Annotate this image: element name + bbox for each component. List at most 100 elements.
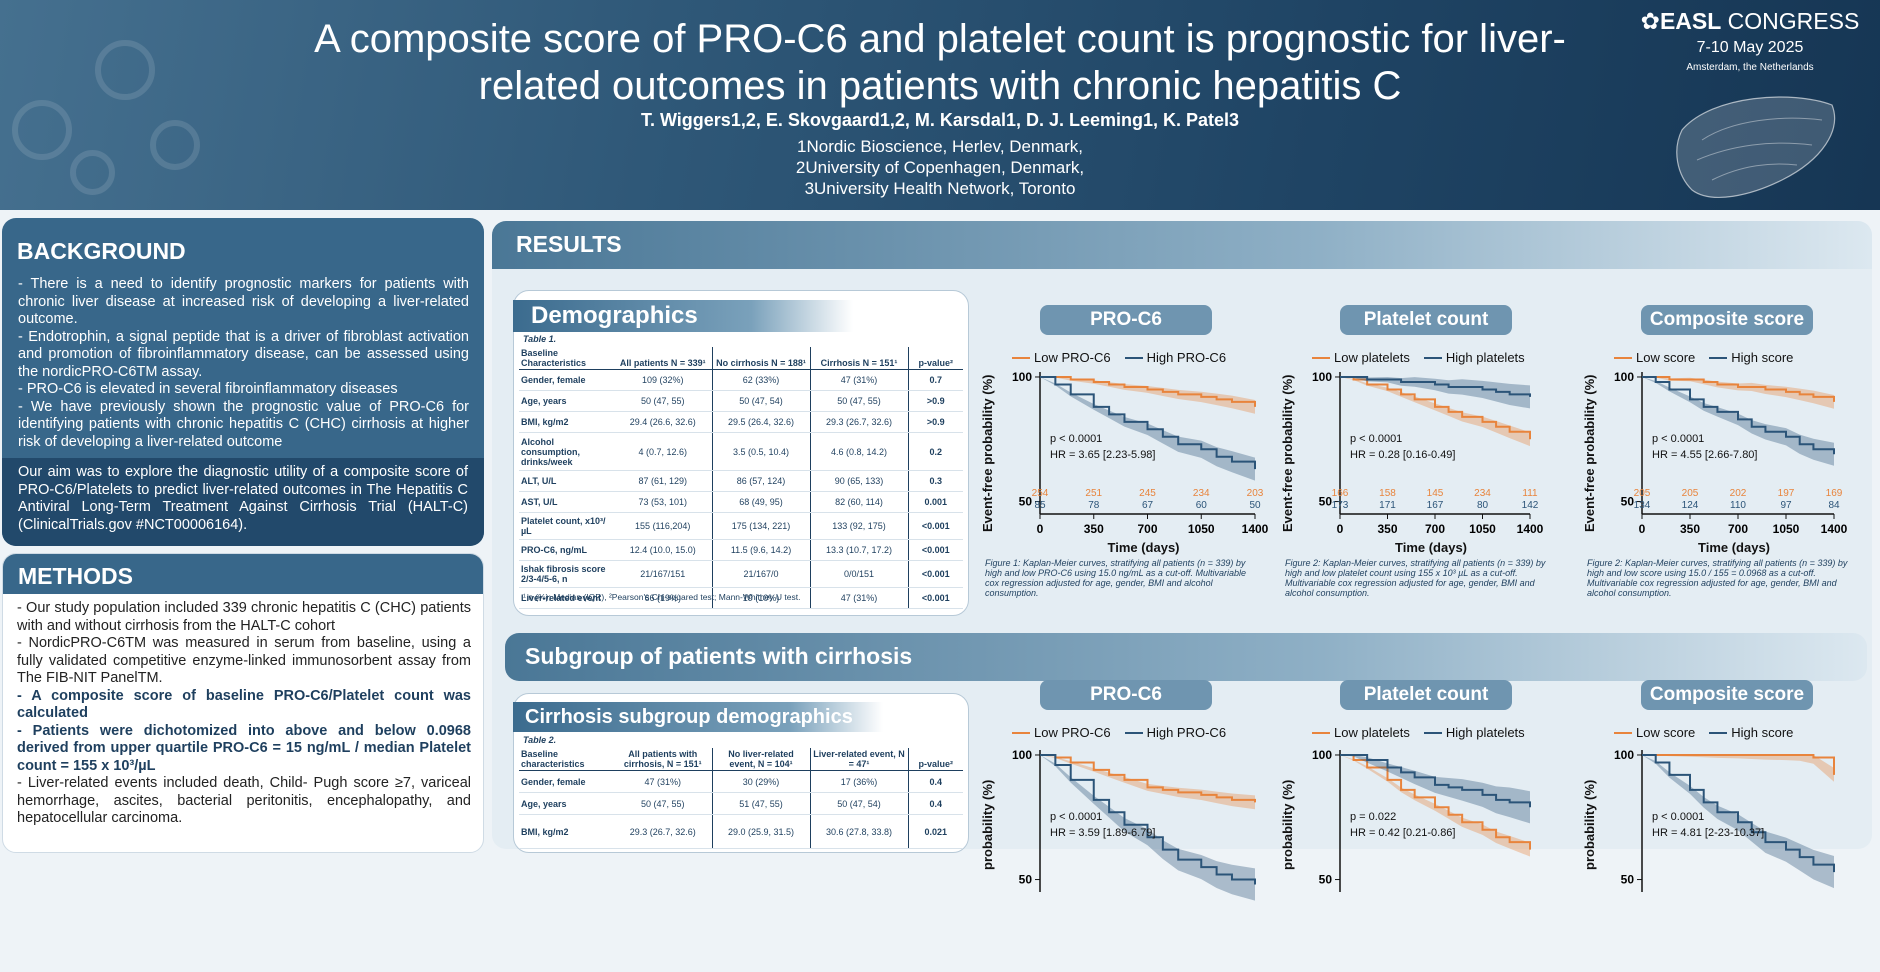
table-header-cell: No liver-related event, N = 104¹ <box>712 748 811 771</box>
x-tick-label: 1050 <box>1188 522 1215 536</box>
survival-curve <box>1340 375 1531 440</box>
methods-paragraph: - Patients were dichotomized into above … <box>17 722 471 774</box>
km-plot: 50 100 p < 0.0001 HR = 3.65 [2.23-5.98] 2548… <box>1012 370 1269 536</box>
table-cell: 50 (47, 54) <box>712 390 811 412</box>
legend-item: High platelets <box>1423 725 1525 740</box>
legend-label: High PRO-C6 <box>1146 350 1227 365</box>
stat-annotation: HR = 3.59 [1.89-6.79] <box>1050 827 1155 839</box>
legend-swatch <box>1423 356 1442 359</box>
poster-title: A composite score of PRO-C6 and platelet… <box>314 17 1566 108</box>
chart-legend: Low score High score <box>1614 725 1807 740</box>
y-tick-label: 50 <box>1319 495 1333 509</box>
at-risk-low: 202 <box>1730 488 1747 499</box>
legend-item: Low platelets <box>1312 725 1410 740</box>
confidence-band <box>1040 376 1255 414</box>
x-tick-label: 1050 <box>1773 522 1800 536</box>
results-banner: RESULTS <box>492 221 1872 269</box>
legend-swatch <box>1012 356 1030 359</box>
row-label: AST, U/L <box>519 491 614 513</box>
row-label: Liver-related event <box>519 587 614 609</box>
legend-swatch <box>1709 356 1728 359</box>
legend-item: Low PRO-C6 <box>1012 725 1111 740</box>
table-cell: <0.001 <box>908 539 963 561</box>
x-tick-label: 700 <box>1728 522 1748 536</box>
demographics-heading: Demographics <box>513 300 853 332</box>
legend-label: Low PRO-C6 <box>1034 350 1111 365</box>
at-risk-high: 173 <box>1332 500 1349 511</box>
table-cell: 47 (31%) <box>810 369 909 391</box>
at-risk-low: 251 <box>1085 488 1102 499</box>
table-cell: 50 (47, 54) <box>810 792 909 815</box>
y-tick-label: 100 <box>1012 370 1032 384</box>
table-cell: 3.5 (0.5, 10.4) <box>712 432 811 471</box>
table-cell: 66 (19%) <box>614 587 713 609</box>
legend-label: Low platelets <box>1334 725 1410 740</box>
legend-item: High PRO-C6 <box>1124 725 1227 740</box>
table-cell: 50 (47, 55) <box>614 390 713 412</box>
at-risk-high: 80 <box>1477 500 1489 511</box>
survival-curve <box>1642 375 1835 455</box>
survival-curve <box>1340 375 1531 397</box>
legend-item: Low platelets <box>1312 350 1410 365</box>
stat-annotation: p < 0.0001 <box>1050 811 1102 823</box>
liver-icon <box>1676 96 1836 198</box>
table-caption: Table 2. <box>523 735 557 745</box>
stat-annotation: p < 0.0001 <box>1350 433 1402 445</box>
table-cell: 29.3 (26.7, 32.6) <box>810 411 909 433</box>
row-label: Platelet count, x10³/µL <box>519 512 614 540</box>
table-header-cell: Baseline Characteristics <box>519 347 614 370</box>
table-header-cell: No cirrhosis N = 188¹ <box>712 347 811 370</box>
background-section: BACKGROUND - There is a need to identify… <box>2 218 484 546</box>
stat-annotation: p < 0.0001 <box>1652 433 1704 445</box>
cirrhosis-demographics-table: Baseline characteristics All patients wit… <box>519 748 963 849</box>
table-header-cell: p-value² <box>908 347 963 370</box>
x-axis-label: Time (days) <box>1107 540 1180 555</box>
table-cell: 68 (49, 95) <box>712 491 811 513</box>
table-cell: 90 (65, 133) <box>810 470 909 492</box>
table-cell: 82 (60, 114) <box>810 491 909 513</box>
x-tick-label: 350 <box>1084 522 1104 536</box>
at-risk-high: 85 <box>1034 500 1046 511</box>
row-label: PRO-C6, ng/mL <box>519 539 614 561</box>
table-cell: 0/0/151 <box>810 560 909 588</box>
table-cell: 21/167/151 <box>614 560 713 588</box>
y-axis-label: probability (%) <box>1582 779 1597 870</box>
survival-curve <box>1340 753 1531 850</box>
at-risk-low: 205 <box>1682 488 1699 499</box>
authors: T. Wiggers1,2, E. Skovgaard1,2, M. Karsd… <box>640 110 1240 130</box>
table-cell: 4.6 (0.8, 14.2) <box>810 432 909 471</box>
molecule-decoration <box>70 150 115 195</box>
affiliation: 3University Health Network, Toronto <box>804 179 1076 198</box>
table-row: BMI, kg/m2 29.3 (26.7, 32.6) 29.0 (25.9, 3… <box>519 814 963 849</box>
congress-location: Amsterdam, the Netherlands <box>1686 62 1814 73</box>
legend-label: High PRO-C6 <box>1146 725 1227 740</box>
table-row: Platelet count, x10³/µL 155 (116,204) 175 … <box>519 512 963 540</box>
methods-heading: METHODS <box>3 554 483 594</box>
at-risk-low: 111 <box>1522 488 1538 499</box>
table-cell: <0.001 <box>908 512 963 540</box>
x-tick-label: 1400 <box>1517 522 1544 536</box>
at-risk-high: 167 <box>1427 500 1444 511</box>
survival-curve <box>1340 753 1531 808</box>
table-cell: 0.4 <box>908 770 963 793</box>
table-cell: 47 (31%) <box>810 587 909 609</box>
at-risk-high: 78 <box>1088 500 1100 511</box>
methods-paragraph: - Liver-related events included death, C… <box>17 775 471 826</box>
stat-annotation: HR = 3.65 [2.23-5.98] <box>1050 449 1155 461</box>
legend-label: High platelets <box>1445 350 1525 365</box>
x-tick-label: 350 <box>1377 522 1397 536</box>
at-risk-high: 142 <box>1522 500 1539 511</box>
legend-swatch <box>1012 731 1030 734</box>
y-axis-label: probability (%) <box>1280 779 1295 870</box>
legend-label: High platelets <box>1445 725 1525 740</box>
row-label: Age, years <box>519 390 614 412</box>
table-cell: 86 (57, 124) <box>712 470 811 492</box>
table-footnote: ¹ n (%); Median (IQR), ²Pearson's Chi-sq… <box>523 592 801 602</box>
legend-swatch <box>1423 731 1442 734</box>
table-cell: 109 (32%) <box>614 369 713 391</box>
flower-icon: ✿ <box>1640 8 1660 34</box>
row-label: Gender, female <box>519 770 614 793</box>
table-cell: 13.3 (10.7, 17.2) <box>810 539 909 561</box>
chart-legend: Low PRO-C6 High PRO-C6 <box>1012 350 1240 365</box>
